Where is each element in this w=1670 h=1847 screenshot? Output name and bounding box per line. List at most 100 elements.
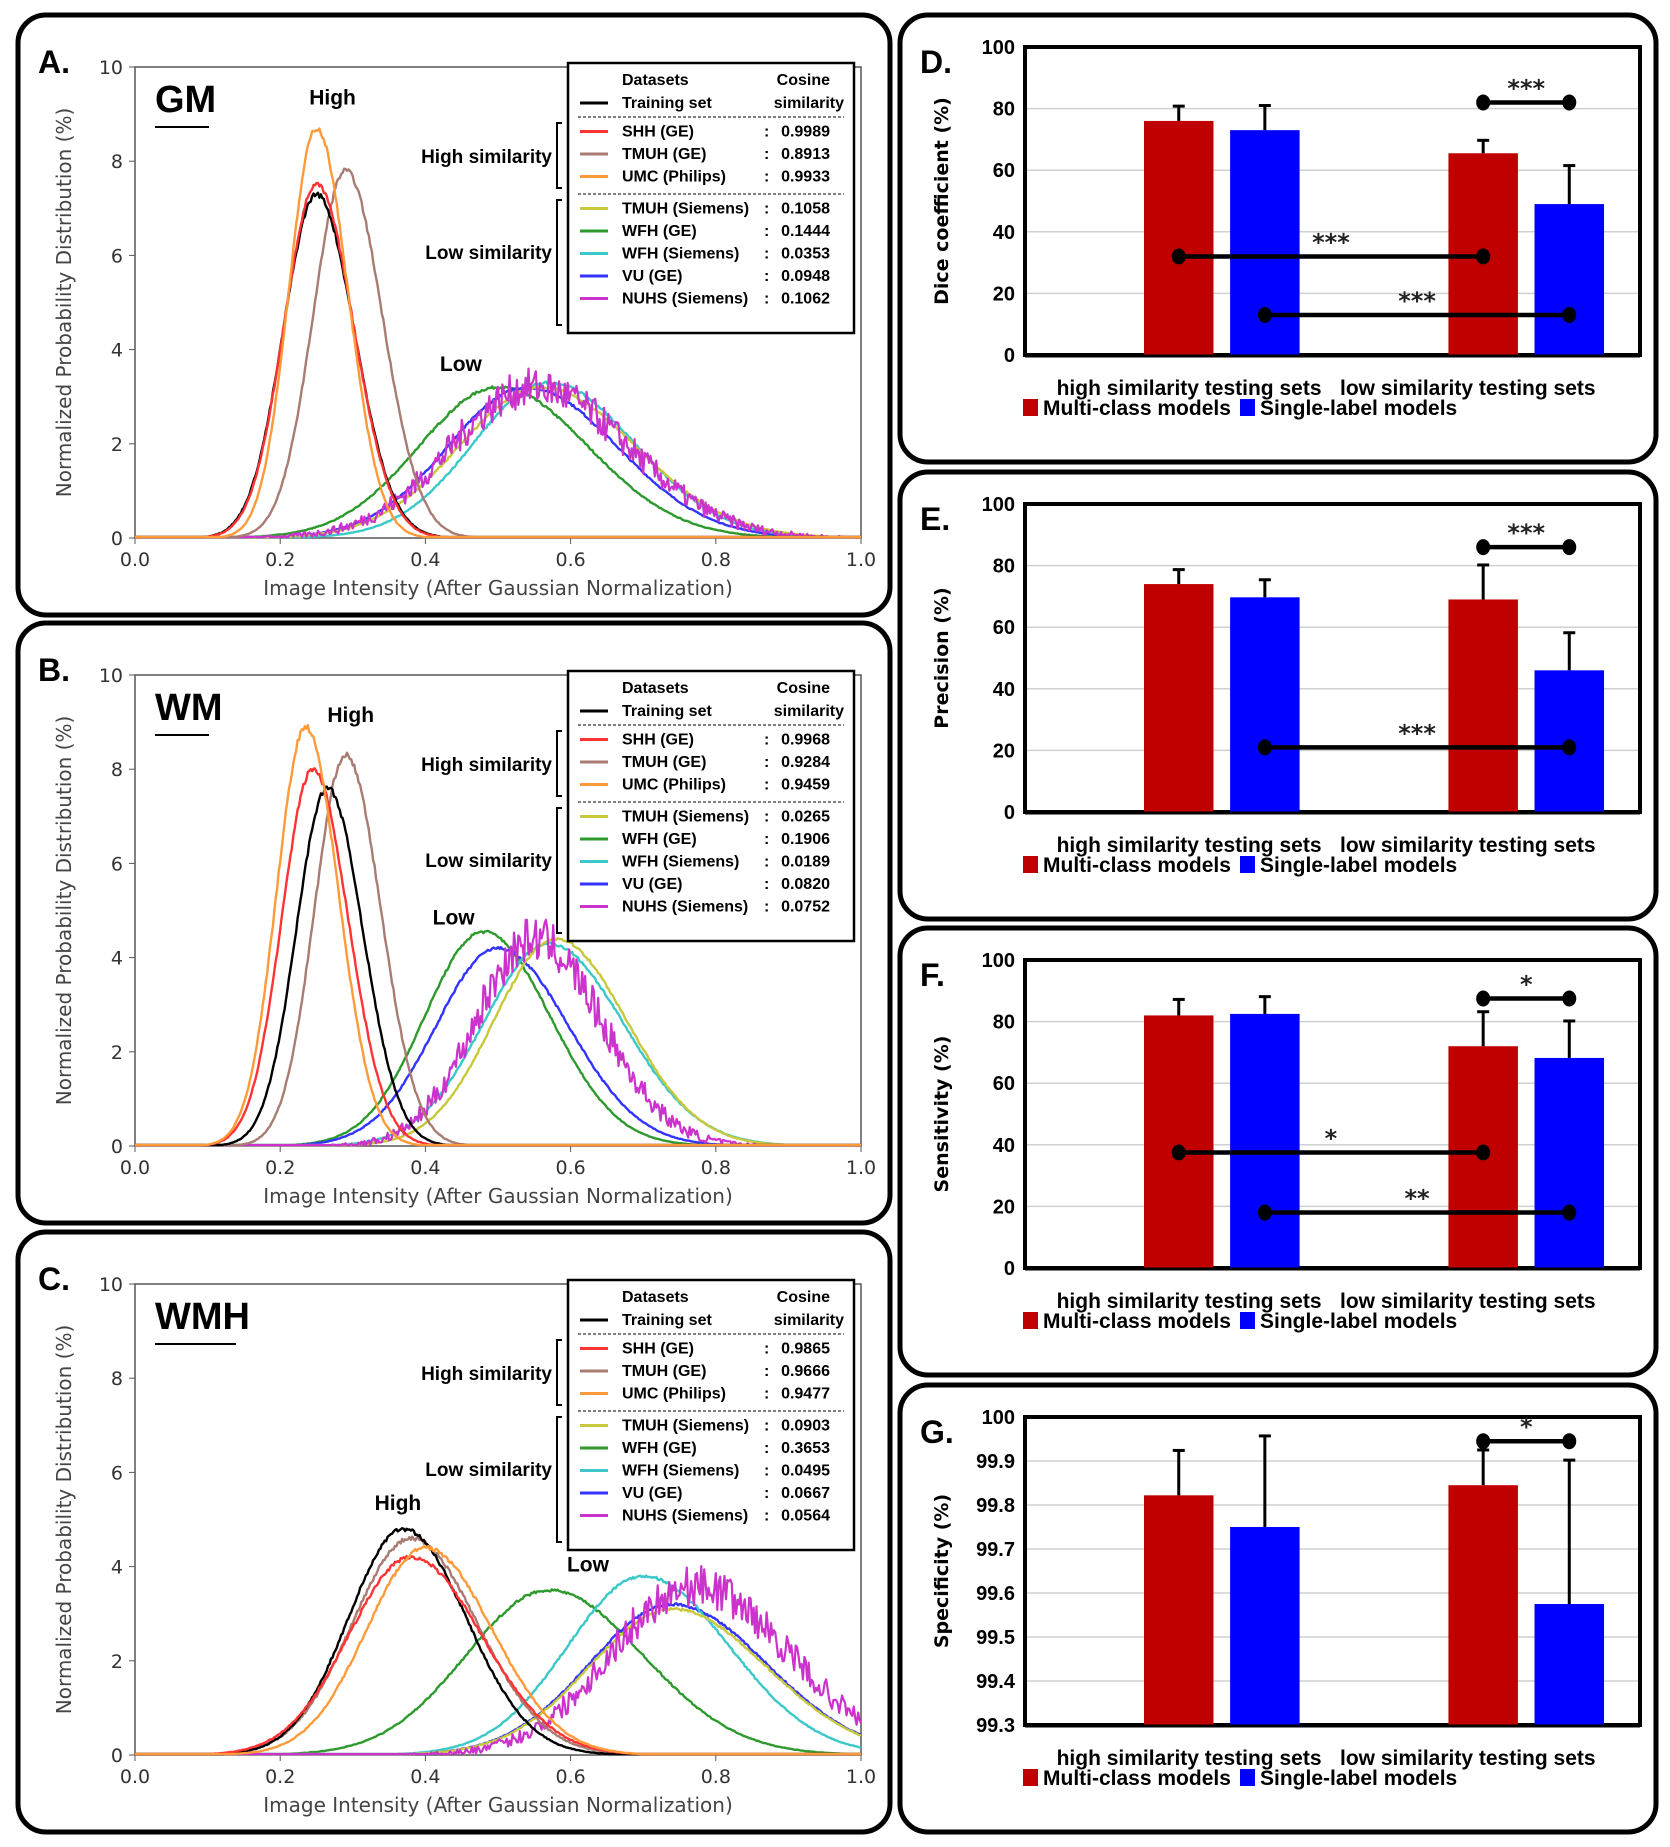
panel-label: C. xyxy=(38,1261,70,1297)
x-tick-label: 0.6 xyxy=(555,549,585,571)
bracket-low xyxy=(556,807,562,934)
y-tick-label: 99.5 xyxy=(976,1627,1015,1649)
panel-label: D. xyxy=(920,44,952,80)
bar-single-label-high xyxy=(1230,597,1300,812)
significance-endpoint xyxy=(1171,1144,1186,1161)
y-tick-label: 20 xyxy=(993,283,1015,305)
significance-stars: *** xyxy=(1507,74,1545,102)
legend-box xyxy=(566,61,856,335)
legend-cosine-value: 0.9477 xyxy=(781,1386,830,1403)
significance-endpoint xyxy=(1257,739,1272,756)
legend-label: TMUH (Siemens) xyxy=(622,809,749,826)
y-tick-label: 10 xyxy=(99,57,123,79)
legend-label: Training set xyxy=(622,1312,712,1329)
legend-cosine-value: 0.9989 xyxy=(781,124,830,141)
significance-stars: *** xyxy=(1398,287,1436,315)
legend-colon: : xyxy=(764,831,769,848)
category-label: low similarity testing sets xyxy=(1340,1747,1596,1770)
significance-endpoint xyxy=(1562,1204,1577,1221)
legend-colon: : xyxy=(764,854,769,871)
y-axis-label: Normalized Probability Distribution (%) xyxy=(52,716,76,1106)
y-tick-label: 80 xyxy=(993,556,1015,578)
bar-multi-class-low xyxy=(1448,599,1518,812)
legend-swatch xyxy=(1023,1312,1038,1329)
category-label: high similarity testing sets xyxy=(1057,834,1322,857)
panel-label: B. xyxy=(38,652,70,688)
y-tick-label: 8 xyxy=(111,151,123,173)
legend-label: Multi-class models xyxy=(1043,1767,1231,1790)
y-tick-label: 4 xyxy=(111,340,123,362)
y-tick-label: 99.6 xyxy=(976,1583,1015,1605)
legend-swatch xyxy=(1240,1312,1255,1329)
legend-box xyxy=(566,669,856,943)
legend-label: WFH (Siemens) xyxy=(622,1463,739,1480)
legend-label: Single-label models xyxy=(1260,397,1457,420)
y-tick-label: 2 xyxy=(111,434,123,456)
legend-label: Multi-class models xyxy=(1043,1310,1231,1333)
y-tick-label: 6 xyxy=(111,1462,123,1484)
category-label: low similarity testing sets xyxy=(1340,377,1596,400)
y-tick-label: 6 xyxy=(111,245,123,267)
bar-multi-class-low xyxy=(1448,1485,1518,1725)
legend-header-similarity: similarity xyxy=(774,95,844,112)
legend-label: TMUH (GE) xyxy=(622,1363,706,1380)
y-tick-label: 99.8 xyxy=(976,1495,1015,1517)
category-label: low similarity testing sets xyxy=(1340,1290,1596,1313)
significance-endpoint xyxy=(1562,990,1577,1007)
significance-endpoint xyxy=(1171,248,1186,265)
significance-endpoint xyxy=(1476,94,1491,111)
legend-swatch xyxy=(1240,399,1255,416)
y-tick-label: 20 xyxy=(993,1196,1015,1218)
legend-colon: : xyxy=(764,223,769,240)
legend-cosine-value: 0.0353 xyxy=(781,246,830,263)
legend-label: Multi-class models xyxy=(1043,397,1231,420)
y-tick-label: 0 xyxy=(111,528,123,550)
bracket-low xyxy=(556,199,562,326)
y-tick-label: 0 xyxy=(111,1136,123,1158)
y-tick-label: 80 xyxy=(993,99,1015,121)
x-tick-label: 0.2 xyxy=(265,1157,295,1179)
legend-colon: : xyxy=(764,1508,769,1525)
legend-label: NUHS (Siemens) xyxy=(622,291,748,308)
y-tick-label: 99.4 xyxy=(976,1671,1016,1693)
significance-endpoint xyxy=(1562,94,1577,111)
y-axis-label: Sensitivity (%) xyxy=(931,1036,953,1193)
legend-cosine-value: 0.0820 xyxy=(781,876,830,893)
y-tick-label: 40 xyxy=(993,679,1015,701)
panel-B: B. 0.0 0.2 0.4 0.6 0.8 1.0 0 2 4 6 8 10 Image Intensi… xyxy=(15,620,893,1226)
x-tick-label: 0.2 xyxy=(265,1766,295,1788)
legend-colon: : xyxy=(764,291,769,308)
y-axis-label: Precision (%) xyxy=(931,587,953,728)
legend-cosine-value: 0.0189 xyxy=(781,854,830,871)
panel-label: E. xyxy=(920,501,950,537)
legend-header-datasets: Datasets xyxy=(622,72,689,89)
y-tick-label: 0 xyxy=(1004,1258,1015,1280)
bracket-low xyxy=(556,1416,562,1543)
x-tick-label: 0.0 xyxy=(120,549,150,571)
y-tick-label: 60 xyxy=(993,160,1015,182)
x-tick-label: 0.8 xyxy=(701,1157,731,1179)
legend-header-datasets: Datasets xyxy=(622,1289,689,1306)
y-tick-label: 60 xyxy=(993,617,1015,639)
legend-cosine-value: 0.9284 xyxy=(781,754,830,771)
legend-cosine-value: 0.9933 xyxy=(781,169,830,186)
x-axis-label: Image Intensity (After Gaussian Normaliz… xyxy=(263,1184,733,1208)
y-axis-label: Specificity (%) xyxy=(931,1494,953,1648)
bar-multi-class-high xyxy=(1144,584,1214,812)
legend-colon: : xyxy=(764,754,769,771)
significance-endpoint xyxy=(1257,1204,1272,1221)
legend-label: WFH (GE) xyxy=(622,831,697,848)
legend-label: Single-label models xyxy=(1260,1310,1457,1333)
legend-colon: : xyxy=(764,1418,769,1435)
legend-label: SHH (GE) xyxy=(622,1341,694,1358)
panel-C: C. 0.0 0.2 0.4 0.6 0.8 1.0 0 2 4 6 8 10 Image Intensi… xyxy=(15,1229,893,1835)
significance-endpoint xyxy=(1562,306,1577,323)
x-tick-label: 1.0 xyxy=(846,549,876,571)
legend-swatch xyxy=(1023,1769,1038,1786)
legend-header-datasets: Datasets xyxy=(622,680,689,697)
legend-cosine-value: 0.0495 xyxy=(781,1463,830,1480)
tissue-title: WMH xyxy=(155,1296,250,1338)
x-tick-label: 0.6 xyxy=(555,1766,585,1788)
